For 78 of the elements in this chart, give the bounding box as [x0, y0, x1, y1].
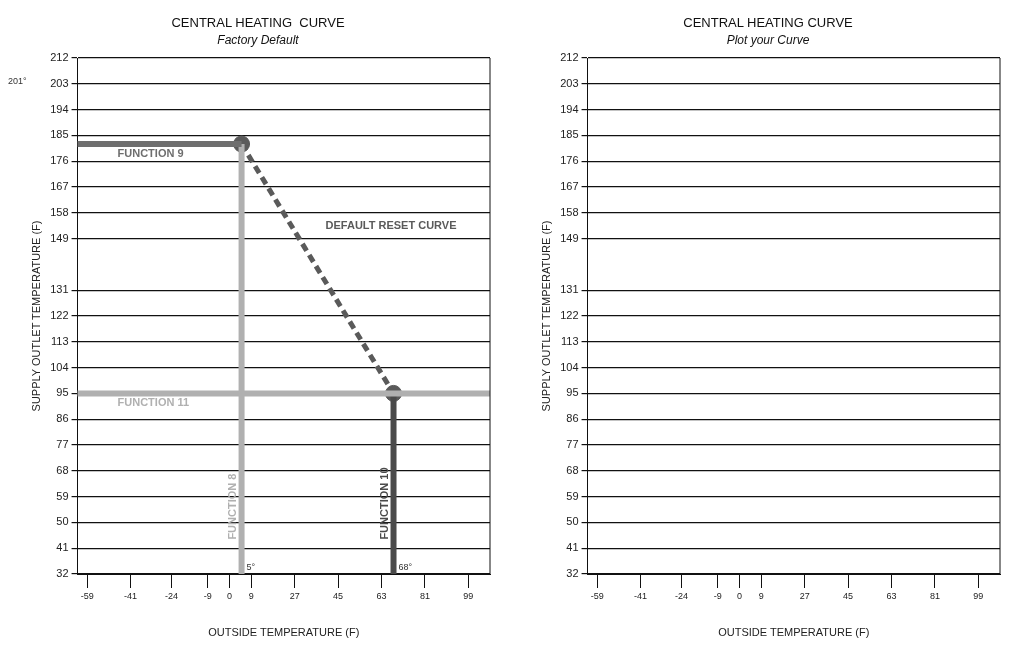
y-tick-label: 104: [560, 360, 579, 373]
x-tick-label: 81: [419, 590, 430, 601]
y-tick-label: 131: [50, 283, 69, 296]
x-tick-label: 45: [333, 590, 344, 601]
y-tick-label: 122: [560, 309, 579, 322]
x-tick-label: -41: [634, 590, 648, 601]
x-axis-title: OUTSIDE TEMPERATURE (F): [718, 626, 870, 639]
y-tick-label: 77: [56, 438, 69, 451]
y-tick-label: 131: [560, 283, 579, 296]
x-tick-label: 9: [248, 590, 254, 601]
y-tick-label: 122: [50, 309, 69, 322]
x-axis-title: OUTSIDE TEMPERATURE (F): [208, 626, 360, 639]
y-tick-label: 149: [50, 231, 69, 244]
x-tick-label: 0: [227, 590, 233, 601]
chart-title: CENTRAL HEATING CURVE: [683, 15, 854, 31]
series-label: FUNCTION 11: [117, 396, 190, 409]
x-tick-label: -59: [590, 590, 604, 601]
y-tick-label: 86: [56, 412, 69, 425]
y-tick-label: 50: [566, 515, 579, 528]
y-tick-label: 176: [560, 154, 579, 167]
y-tick-label: 68: [56, 463, 69, 476]
x-tick-label: 0: [737, 590, 743, 601]
text: 201°: [8, 76, 28, 87]
chart-subtitle: Factory Default: [217, 33, 300, 48]
x-tick-label: 81: [929, 590, 940, 601]
y-tick-label: 77: [566, 438, 579, 451]
y-tick-label: 113: [51, 334, 69, 347]
y-axis-title: SUPPLY OUTLET TEMPERATURE (F): [539, 220, 552, 412]
y-tick-label: 185: [560, 128, 579, 141]
y-tick-label: 41: [566, 541, 579, 554]
y-tick-label: 50: [56, 515, 69, 528]
y-tick-label: 95: [566, 386, 579, 399]
y-tick-label: 32: [566, 567, 579, 580]
series-label: FUNCTION 9: [117, 147, 184, 160]
x-tick-label: -59: [80, 590, 94, 601]
chart-subtitle: Plot your Curve: [726, 33, 810, 48]
y-tick-label: 185: [50, 128, 69, 141]
x-tick-label: 9: [758, 590, 764, 601]
y-axis-title: SUPPLY OUTLET TEMPERATURE (F): [29, 220, 42, 412]
y-tick-label: 104: [50, 360, 69, 373]
x-tick-label: 27: [289, 590, 300, 601]
y-tick-label: 167: [560, 180, 579, 193]
x-tick-label: 63: [886, 590, 897, 601]
x-tick-label: -9: [203, 590, 212, 601]
y-tick-label: 203: [50, 76, 69, 89]
y-tick-label: 68: [566, 463, 579, 476]
y-tick-label: 86: [566, 412, 579, 425]
y-tick-label: 32: [56, 567, 69, 580]
y-tick-label: 212: [560, 51, 579, 64]
x-tick-label: -24: [675, 590, 689, 601]
y-tick-label: 41: [56, 541, 69, 554]
chart-title: CENTRAL HEATING CURVE: [171, 15, 345, 31]
x-tick-label: -9: [713, 590, 722, 601]
y-tick-label: 95: [56, 386, 69, 399]
y-tick-label: 194: [50, 102, 69, 115]
text: FUNCTION 10: [377, 467, 390, 540]
annotation: 5°: [246, 561, 256, 572]
y-tick-label: 59: [56, 489, 69, 502]
annotation: 68°: [398, 561, 413, 572]
x-tick-label: 45: [843, 590, 854, 601]
y-tick-label: 203: [560, 76, 579, 89]
text: FUNCTION 8: [225, 473, 238, 540]
x-tick-label: -24: [165, 590, 179, 601]
y-tick-label: 158: [560, 205, 579, 218]
y-tick-label: 194: [560, 102, 579, 115]
y-tick-label: 212: [50, 51, 69, 64]
y-tick-label: 167: [50, 180, 69, 193]
text: DEFAULT RESET CURVE: [325, 218, 457, 231]
y-tick-label: 149: [560, 231, 579, 244]
x-tick-label: 99: [973, 590, 984, 601]
x-tick-label: -41: [124, 590, 138, 601]
x-tick-label: 63: [376, 590, 387, 601]
x-tick-label: 27: [799, 590, 810, 601]
y-tick-label: 176: [50, 154, 69, 167]
y-tick-label: 59: [566, 489, 579, 502]
y-tick-label: 158: [50, 205, 69, 218]
x-tick-label: 99: [463, 590, 474, 601]
y-tick-label: 113: [561, 334, 579, 347]
